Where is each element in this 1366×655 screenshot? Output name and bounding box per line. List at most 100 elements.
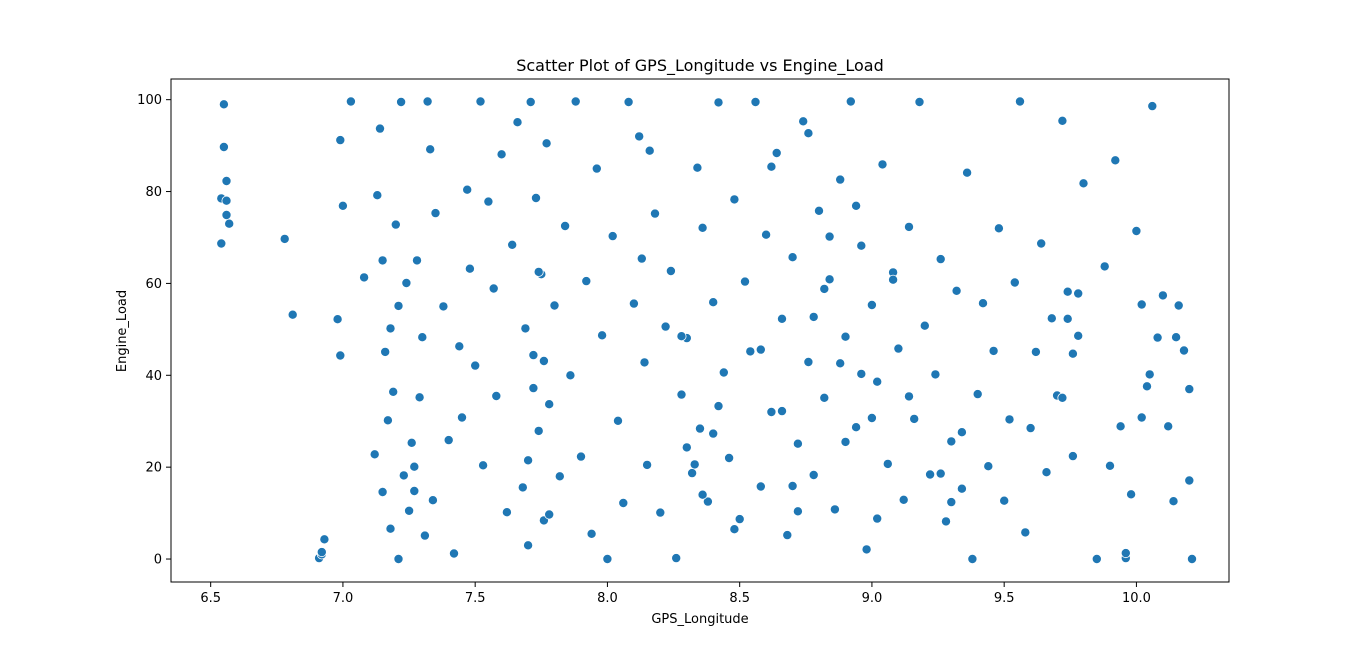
data-point — [1030, 346, 1041, 357]
data-point — [1120, 548, 1131, 559]
data-point — [718, 367, 729, 378]
data-point — [512, 117, 523, 128]
data-point — [642, 459, 653, 470]
data-point — [586, 528, 597, 539]
data-point — [470, 360, 481, 371]
data-point — [393, 300, 404, 311]
data-point — [1009, 277, 1020, 288]
data-point — [835, 358, 846, 369]
data-point — [496, 149, 507, 160]
data-point — [319, 534, 330, 545]
data-point — [398, 470, 409, 481]
data-point — [1057, 392, 1068, 403]
data-point — [332, 314, 343, 325]
data-point — [946, 436, 957, 447]
data-point — [396, 97, 407, 108]
data-point — [1147, 101, 1158, 112]
data-point — [1157, 290, 1168, 301]
data-point — [520, 323, 531, 334]
data-point — [851, 200, 862, 211]
data-point — [866, 412, 877, 423]
data-point — [1073, 330, 1084, 341]
data-point — [538, 355, 549, 366]
y-tick-label: 100 — [137, 93, 162, 108]
data-point — [644, 145, 655, 156]
data-point — [1073, 288, 1084, 299]
data-point — [671, 553, 682, 564]
data-point — [695, 423, 706, 434]
data-point — [740, 276, 751, 287]
data-point — [517, 482, 528, 493]
data-point — [404, 505, 415, 516]
data-point — [419, 530, 430, 541]
data-point — [983, 461, 994, 472]
y-tick-label: 80 — [145, 185, 162, 200]
data-point — [904, 221, 915, 232]
data-point — [861, 544, 872, 555]
data-point — [782, 530, 793, 541]
data-point — [417, 332, 428, 343]
data-point — [414, 392, 425, 403]
data-point — [792, 438, 803, 449]
data-point — [687, 468, 698, 479]
data-point — [443, 435, 454, 446]
data-point — [872, 376, 883, 387]
data-point — [1168, 496, 1179, 507]
data-point — [999, 495, 1010, 506]
data-point — [1179, 345, 1190, 356]
data-point — [1046, 313, 1057, 324]
data-point — [581, 276, 592, 287]
data-point — [771, 147, 782, 158]
data-point — [888, 274, 899, 285]
data-point — [761, 229, 772, 240]
y-tick-label: 40 — [145, 369, 162, 384]
data-point — [919, 320, 930, 331]
data-point — [904, 391, 915, 402]
data-point — [1126, 489, 1137, 500]
data-point — [777, 313, 788, 324]
data-point — [591, 163, 602, 174]
data-point — [483, 196, 494, 207]
data-point — [462, 184, 473, 195]
data-point — [531, 192, 542, 203]
data-point — [1171, 332, 1182, 343]
data-point — [1187, 554, 1198, 565]
data-point — [967, 554, 978, 565]
data-point — [454, 341, 465, 352]
data-point — [951, 285, 962, 296]
data-point — [475, 96, 486, 107]
data-point — [1067, 451, 1078, 462]
data-point — [369, 449, 380, 460]
data-point — [787, 252, 798, 263]
data-point — [464, 263, 475, 274]
data-point — [1152, 332, 1163, 343]
data-point — [872, 513, 883, 524]
data-point — [803, 128, 814, 139]
data-point — [528, 383, 539, 394]
data-point — [877, 159, 888, 170]
data-point — [689, 459, 700, 470]
x-axis: 6.5 7.0 7.5 8.0 8.5 9.0 9.5 10.0 — [200, 582, 1151, 606]
data-point — [1062, 286, 1073, 297]
data-point — [380, 346, 391, 357]
data-point — [1015, 96, 1026, 107]
data-point — [541, 138, 552, 149]
data-point — [388, 386, 399, 397]
data-point — [218, 141, 229, 152]
data-point — [523, 540, 534, 551]
data-point — [665, 265, 676, 276]
data-point — [618, 497, 629, 508]
data-point — [337, 200, 348, 211]
data-point — [528, 350, 539, 361]
data-point — [1062, 313, 1073, 324]
data-point — [1057, 115, 1068, 126]
data-point — [533, 425, 544, 436]
data-point — [218, 99, 229, 110]
data-point — [478, 460, 489, 471]
data-point — [840, 331, 851, 342]
data-point — [1025, 423, 1036, 434]
x-tick-label: 10.0 — [1122, 591, 1151, 606]
data-point — [279, 233, 290, 244]
data-point — [544, 399, 555, 410]
